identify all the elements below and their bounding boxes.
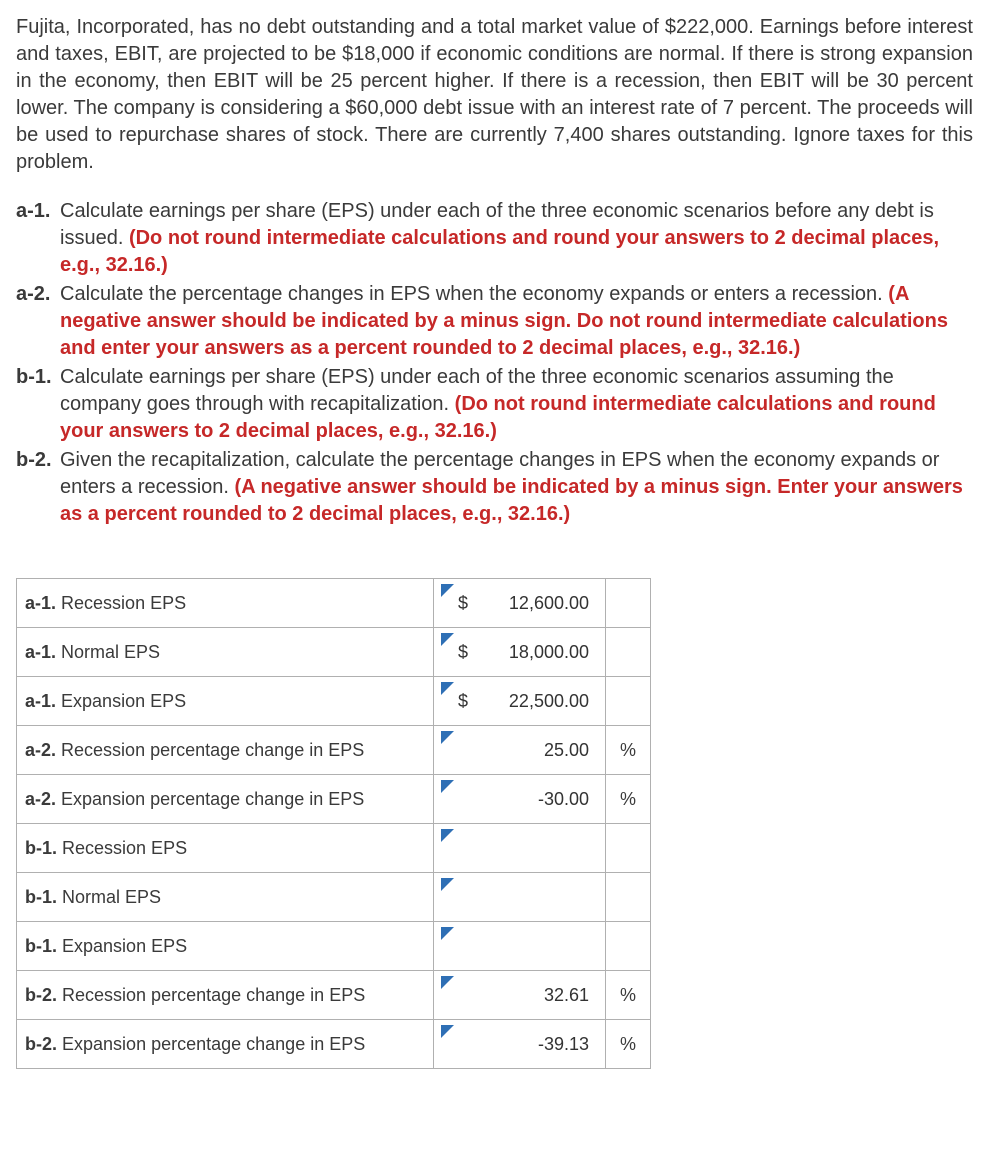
input-flag-icon xyxy=(441,731,454,744)
answer-input-cell[interactable] xyxy=(434,873,606,922)
table-row: a-1. Recession EPS$12,600.00 xyxy=(17,579,651,628)
row-label-text: Recession percentage change in EPS xyxy=(56,740,364,760)
row-label-prefix: a-1. xyxy=(25,691,56,711)
row-label-text: Normal EPS xyxy=(57,887,161,907)
row-label: b-1. Normal EPS xyxy=(17,873,434,922)
question-tag: a-1. xyxy=(16,198,60,279)
table-row: a-2. Expansion percentage change in EPS-… xyxy=(17,775,651,824)
answer-input-cell[interactable] xyxy=(434,922,606,971)
question-tag: a-2. xyxy=(16,281,60,362)
question-b1: b-1. Calculate earnings per share (EPS) … xyxy=(16,364,973,445)
row-label: a-1. Normal EPS xyxy=(17,628,434,677)
row-label-text: Expansion percentage change in EPS xyxy=(57,1034,365,1054)
input-flag-icon xyxy=(441,1025,454,1038)
answers-table: a-1. Recession EPS$12,600.00a-1. Normal … xyxy=(16,578,651,1069)
input-flag-icon xyxy=(441,682,454,695)
empty-unit-cell xyxy=(606,922,651,971)
table-row: b-2. Recession percentage change in EPS 3… xyxy=(17,971,651,1020)
row-label: a-1. Expansion EPS xyxy=(17,677,434,726)
table-row: a-2. Recession percentage change in EPS 2… xyxy=(17,726,651,775)
row-label-prefix: a-1. xyxy=(25,593,56,613)
row-label-text: Expansion EPS xyxy=(57,936,187,956)
row-label-text: Recession EPS xyxy=(56,593,186,613)
input-flag-icon xyxy=(441,927,454,940)
row-label: b-2. Expansion percentage change in EPS xyxy=(17,1020,434,1069)
answer-input-cell[interactable]: 25.00 xyxy=(434,726,606,775)
row-label: b-1. Expansion EPS xyxy=(17,922,434,971)
input-flag-icon xyxy=(441,829,454,842)
row-label-text: Recession EPS xyxy=(57,838,187,858)
question-text: Given the recapitalization, calculate th… xyxy=(60,447,973,528)
answer-input-cell[interactable]: -30.00 xyxy=(434,775,606,824)
input-flag-icon xyxy=(441,976,454,989)
unit-cell: % xyxy=(606,726,651,775)
empty-unit-cell xyxy=(606,677,651,726)
row-label: a-2. Recession percentage change in EPS xyxy=(17,726,434,775)
empty-unit-cell xyxy=(606,579,651,628)
unit-cell: % xyxy=(606,775,651,824)
answer-input-cell[interactable]: $12,600.00 xyxy=(434,579,606,628)
answer-input-cell[interactable]: 32.61 xyxy=(434,971,606,1020)
row-label: b-1. Recession EPS xyxy=(17,824,434,873)
row-label-prefix: b-2. xyxy=(25,1034,57,1054)
row-label-text: Normal EPS xyxy=(56,642,160,662)
question-plain: Calculate the percentage changes in EPS … xyxy=(60,283,888,305)
input-flag-icon xyxy=(441,584,454,597)
question-tag: b-2. xyxy=(16,447,60,528)
row-label-prefix: b-1. xyxy=(25,936,57,956)
answer-value: 18,000.00 xyxy=(468,640,597,664)
answer-value: 12,600.00 xyxy=(468,591,597,615)
question-a1: a-1. Calculate earnings per share (EPS) … xyxy=(16,198,973,279)
question-text: Calculate earnings per share (EPS) under… xyxy=(60,198,973,279)
row-label: a-1. Recession EPS xyxy=(17,579,434,628)
row-label: a-2. Expansion percentage change in EPS xyxy=(17,775,434,824)
input-flag-icon xyxy=(441,878,454,891)
answer-value: -30.00 xyxy=(442,787,597,811)
row-label-text: Recession percentage change in EPS xyxy=(57,985,365,1005)
answer-input-cell[interactable]: $18,000.00 xyxy=(434,628,606,677)
row-label-prefix: b-1. xyxy=(25,887,57,907)
row-label-prefix: b-1. xyxy=(25,838,57,858)
empty-unit-cell xyxy=(606,873,651,922)
answer-value: 32.61 xyxy=(442,983,597,1007)
question-text: Calculate earnings per share (EPS) under… xyxy=(60,364,973,445)
row-label: b-2. Recession percentage change in EPS xyxy=(17,971,434,1020)
row-label-prefix: a-1. xyxy=(25,642,56,662)
question-text: Calculate the percentage changes in EPS … xyxy=(60,281,973,362)
empty-unit-cell xyxy=(606,628,651,677)
answer-value: 22,500.00 xyxy=(468,689,597,713)
unit-cell: % xyxy=(606,1020,651,1069)
table-row: b-1. Expansion EPS xyxy=(17,922,651,971)
question-tag: b-1. xyxy=(16,364,60,445)
problem-intro: Fujita, Incorporated, has no debt outsta… xyxy=(16,14,973,176)
answer-value: -39.13 xyxy=(442,1032,597,1056)
empty-unit-cell xyxy=(606,824,651,873)
unit-cell: % xyxy=(606,971,651,1020)
input-flag-icon xyxy=(441,780,454,793)
row-label-prefix: a-2. xyxy=(25,740,56,760)
question-a2: a-2. Calculate the percentage changes in… xyxy=(16,281,973,362)
table-row: a-1. Expansion EPS$22,500.00 xyxy=(17,677,651,726)
row-label-prefix: b-2. xyxy=(25,985,57,1005)
table-row: a-1. Normal EPS$18,000.00 xyxy=(17,628,651,677)
row-label-prefix: a-2. xyxy=(25,789,56,809)
question-b2: b-2. Given the recapitalization, calcula… xyxy=(16,447,973,528)
answer-input-cell[interactable] xyxy=(434,824,606,873)
row-label-text: Expansion percentage change in EPS xyxy=(56,789,364,809)
answer-input-cell[interactable]: $22,500.00 xyxy=(434,677,606,726)
question-instruction: (Do not round intermediate calculations … xyxy=(60,227,939,276)
row-label-text: Expansion EPS xyxy=(56,691,186,711)
table-row: b-2. Expansion percentage change in EPS-… xyxy=(17,1020,651,1069)
input-flag-icon xyxy=(441,633,454,646)
answer-value: 25.00 xyxy=(442,738,597,762)
table-row: b-1. Normal EPS xyxy=(17,873,651,922)
answer-input-cell[interactable]: -39.13 xyxy=(434,1020,606,1069)
question-list: a-1. Calculate earnings per share (EPS) … xyxy=(16,198,973,528)
table-row: b-1. Recession EPS xyxy=(17,824,651,873)
